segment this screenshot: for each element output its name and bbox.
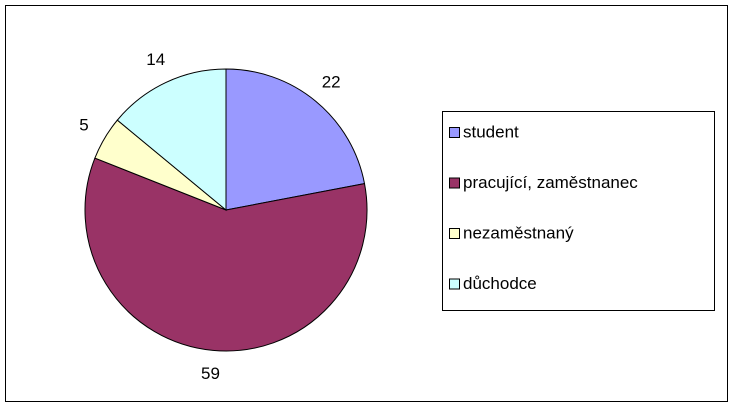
pie-slice <box>225 68 366 211</box>
legend-swatch <box>449 127 460 138</box>
legend-box <box>442 111 715 311</box>
pie-slice <box>116 68 227 212</box>
legend-label: důchodce <box>463 274 537 293</box>
data-label: 14 <box>146 50 165 69</box>
data-label: 22 <box>322 72 341 91</box>
legend-swatch <box>449 278 460 290</box>
legend-swatch <box>449 228 460 239</box>
data-label: 59 <box>201 364 220 383</box>
legend-label: student <box>463 122 519 141</box>
legend-label: pracující, zaměstnanec <box>463 173 638 192</box>
data-label: 5 <box>79 115 88 134</box>
legend-label: nezaměstnaný <box>463 223 574 242</box>
legend-swatch <box>449 177 460 189</box>
pie-slice <box>84 157 368 352</box>
